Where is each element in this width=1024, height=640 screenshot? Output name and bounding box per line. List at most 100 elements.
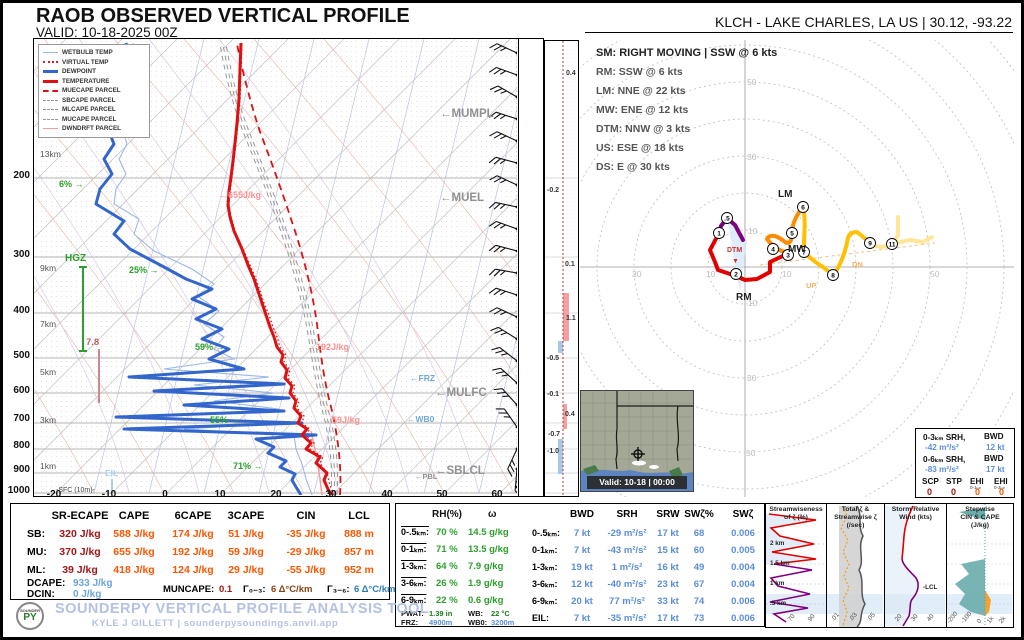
- ehi-0-1-header: EHI: [970, 477, 984, 486]
- hgz-label: HGZ: [65, 253, 86, 264]
- mixing-ratio-value: 7.9 g/kg: [468, 561, 504, 572]
- rh-row-label: 3-6ₖₘ:: [401, 578, 427, 588]
- muncape-value: 0.1: [219, 584, 233, 595]
- sr-wind-plot: [885, 505, 945, 627]
- bwd-value: 19 kt: [571, 562, 593, 573]
- lm-label: LM: [778, 189, 792, 200]
- svg-text:5: 5: [790, 231, 794, 238]
- map-valid-caption: Valid: 10-18 | 00:00: [587, 476, 687, 489]
- col-header-6cape: 6CAPE: [174, 510, 212, 522]
- bwd-0-3-label: BWD: [984, 432, 1004, 441]
- muecape-parcel-curve: [236, 43, 342, 496]
- km-label-1-5: 1.5 km: [770, 560, 790, 567]
- sr-wind-title-line2: Wind (kts): [899, 514, 932, 521]
- lm-line: LM: NNE @ 22 kts: [596, 85, 686, 97]
- pressure-tick-200: 200: [13, 170, 30, 181]
- row-label-ml: ML:: [27, 564, 46, 576]
- srh-header: SRH: [616, 509, 638, 520]
- header-underline: [585, 32, 1013, 33]
- srh-value: -40 m²/s²: [607, 579, 647, 590]
- pressure-tick-600: 600: [13, 385, 30, 396]
- pressure-tick-900: 900: [13, 464, 30, 475]
- legend-label: DWNDRFT PARCEL: [62, 125, 121, 133]
- us-line: US: ESE @ 18 kts: [596, 142, 684, 154]
- map-cloud: [632, 460, 646, 466]
- mumpl-label: ←MUMPL: [440, 108, 494, 120]
- sb-3cape: 51 J/kg: [228, 528, 264, 540]
- wb-value: 22 °C: [491, 609, 510, 618]
- rh-row-label: 0-1ₖₘ:: [401, 544, 427, 554]
- srh-index-box: 0-3ₖₘ SRH, BWD -42 m²/s² 12 kt 0-6ₖₘ SRH…: [915, 428, 1015, 498]
- trace-1-3km: [708, 231, 792, 282]
- swzp-value: 68: [693, 528, 705, 539]
- shear-row-label: EIL:: [532, 613, 549, 623]
- skewt-plot: 6% → 25% → 59% → 55% → 71% → ←655J/kg ←1…: [0, 38, 955, 514]
- frz-value: 4900m: [429, 618, 453, 627]
- rh-row-label: 6-9ₖₘ:: [401, 595, 427, 605]
- moist-adiabat-grid: [0, 38, 480, 494]
- stp-value: 0: [951, 487, 957, 497]
- hodograph-axes: [580, 40, 1014, 497]
- omega-value: 1.1: [566, 315, 576, 322]
- mlcape-line-swatch: [43, 109, 58, 111]
- dwndrft-parcel-curve: [310, 430, 323, 496]
- height-label-9km: 9km: [40, 263, 57, 273]
- omega-bar-negative: [558, 439, 563, 474]
- bwd-value: 7 kt: [573, 528, 591, 539]
- bwd-0-3-value: 12 kt: [986, 443, 1005, 452]
- hodograph-km-markers: .5 1 2 3 4 5 6 7 8 9 11: [713, 201, 898, 281]
- parcel-traces: [219, 43, 339, 496]
- row-label-mu: MU:: [27, 546, 47, 558]
- legend-item: MLCAPE PARCEL: [43, 105, 145, 115]
- sr-wind-fill: [885, 506, 919, 626]
- gamma-3-6-value: 6 Δ°C/km: [354, 584, 396, 595]
- dtm-label: DTM: [727, 247, 742, 254]
- sr-wind-lcl-label: -LCL: [923, 584, 938, 591]
- vorticity-title-line2: Streamwise ζ: [834, 514, 877, 521]
- svg-text:3: 3: [786, 253, 790, 260]
- ml-lcl: 952 m: [344, 564, 374, 576]
- muecape-line-swatch: [43, 89, 58, 92]
- swzp-value: 49: [693, 562, 705, 573]
- svg-text:50: 50: [930, 269, 940, 279]
- bwd-value: 7 kt: [573, 613, 591, 624]
- footer-title: SOUNDERPY VERTICAL PROFILE ANALYSIS TOOL: [55, 601, 430, 617]
- gamma-0-3-value: 6 Δ°C/km: [271, 584, 313, 595]
- dcape-label: DCAPE:: [27, 578, 66, 589]
- legend-label: WETBULB TEMP: [62, 49, 113, 57]
- legend-label: SBCAPE PARCEL: [62, 96, 116, 104]
- bwd-0-6-value: 17 kt: [986, 465, 1005, 474]
- omega-bar-positive: [563, 293, 569, 341]
- cape-label-655: ←655J/kg: [219, 190, 261, 200]
- legend-item: DWNDRFT PARCEL: [43, 124, 145, 134]
- height-label-13km: 13km: [40, 149, 61, 159]
- hgz-bar: [79, 266, 87, 352]
- stepwise-plot: [947, 504, 1012, 627]
- rh-value: 22 %: [436, 595, 458, 606]
- omega-bar-positive: [563, 404, 567, 429]
- temperature-curve: [226, 42, 333, 496]
- mu-srecape: 370 J/kg: [59, 546, 101, 558]
- sr-wind-lower-curve: [901, 558, 919, 627]
- legend-item: SBCAPE PARCEL: [43, 96, 145, 106]
- omega-value: -0.2: [547, 187, 560, 194]
- legend-label: VIRTUAL TEMP: [62, 58, 109, 66]
- pressure-tick-800: 800: [13, 440, 30, 451]
- streamwiseness-panel: Streamwiseness of ζ (%) 2 km 1.5 km 1 km…: [765, 503, 827, 628]
- frz-table-label: FRZ:: [401, 618, 419, 627]
- swz-header: SWζ: [732, 509, 754, 520]
- svg-text:50: 50: [747, 77, 757, 87]
- ehi-0-3-value: 0: [999, 487, 1005, 497]
- county-lines: [581, 391, 693, 475]
- station-crosshair: [631, 447, 645, 461]
- stepwise-cape-upper: [959, 508, 985, 520]
- sr-wind-upper-curve: [901, 505, 914, 560]
- stepwise-cin-fill: [985, 590, 991, 616]
- hodograph-point-labels: LM MW RM DTM ▼ DN UP: [727, 189, 863, 303]
- ehi-0-1-value: 0: [975, 487, 981, 497]
- map-inset: Valid: 10-18 | 00:00: [580, 390, 694, 492]
- swz-value: 0.005: [731, 545, 755, 556]
- pwat-value: 1.39 in: [429, 609, 453, 618]
- sb-lcl: 888 m: [344, 528, 374, 540]
